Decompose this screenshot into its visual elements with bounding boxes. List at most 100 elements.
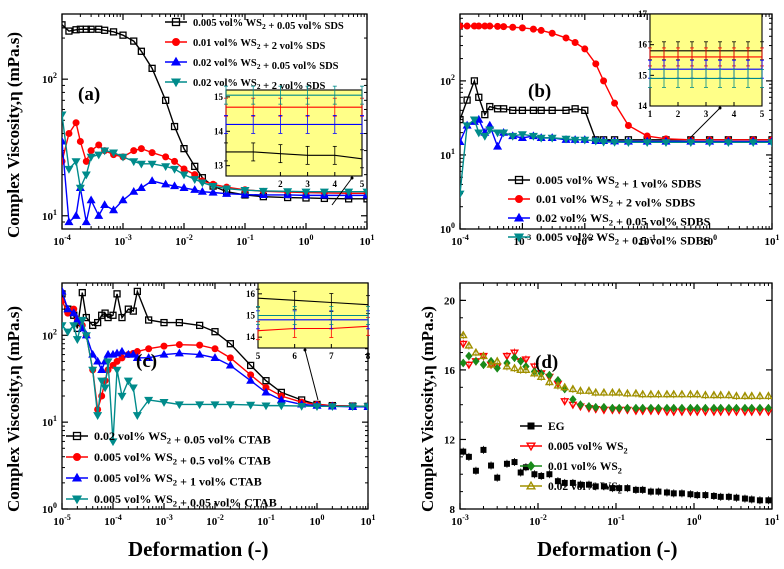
data-point: [655, 488, 662, 495]
data-point: [276, 402, 286, 411]
data-point: [488, 462, 495, 469]
data-point: [646, 389, 656, 398]
data-point: [312, 403, 322, 412]
data-point: [475, 93, 483, 101]
legend-marker: [72, 431, 82, 441]
data-point: [687, 491, 694, 498]
data-point: [76, 137, 84, 145]
data-point: [493, 141, 503, 150]
inset-x-tick-label: 6: [292, 351, 297, 361]
data-point: [108, 438, 118, 447]
data-point: [669, 389, 679, 398]
data-point: [570, 136, 580, 145]
data-point: [211, 328, 219, 336]
data-point: [576, 400, 585, 410]
inset-x-tick-label: 3: [704, 109, 709, 119]
data-point: [509, 23, 517, 31]
series-group: [460, 22, 772, 199]
legend-label: 0.005 vol% WS2: [548, 441, 628, 455]
x-tick-label: 10-4: [53, 233, 71, 248]
data-point: [81, 332, 91, 340]
data-point: [518, 106, 527, 115]
data-point: [460, 22, 464, 30]
data-point: [162, 153, 170, 161]
data-point: [480, 132, 490, 141]
data-point: [464, 340, 474, 349]
data-point: [614, 387, 624, 396]
data-point: [246, 376, 256, 384]
data-point: [677, 389, 687, 398]
data-point: [261, 387, 271, 396]
data-point: [72, 26, 80, 34]
data-point: [460, 330, 468, 339]
data-point: [75, 184, 85, 193]
inset-y-tick-label: 14: [214, 126, 224, 136]
inset-x-tick-label: 2: [278, 179, 283, 189]
data-point: [174, 401, 184, 410]
data-point: [81, 217, 91, 226]
data-point: [486, 22, 494, 30]
data-point: [118, 153, 128, 162]
legend-label: EG: [548, 421, 565, 433]
inset-x-tick-label: 8: [366, 351, 371, 361]
data-point: [86, 153, 96, 162]
data-point: [741, 403, 749, 413]
data-point: [607, 387, 617, 396]
data-point: [537, 106, 545, 115]
data-point: [197, 187, 207, 195]
data-point: [528, 132, 538, 141]
y-tick-label: 20: [444, 295, 456, 307]
legend-label: 0.005 vol% WS2 + 1 vol% CTAB: [94, 471, 262, 489]
data-point: [465, 351, 473, 361]
x-tick-label: 10-3: [114, 233, 132, 248]
data-point: [100, 200, 110, 209]
data-point: [537, 26, 545, 34]
data-point: [741, 495, 748, 502]
data-point: [632, 486, 639, 493]
data-point: [733, 494, 740, 501]
data-point: [485, 126, 495, 135]
data-point: [748, 496, 755, 503]
data-point: [692, 389, 702, 398]
data-point: [717, 403, 725, 413]
data-point: [710, 403, 718, 413]
data-point: [276, 395, 286, 404]
data-point: [103, 349, 113, 358]
chart-panel-4: 10-3 10-2 10-1 100 101 8 12 16 20 (d) EG 0.005 vol%…: [444, 282, 780, 528]
legend-label: 0.02 vol% WS2 + 0.05 vol% CTAB: [94, 429, 271, 447]
data-point: [109, 149, 119, 158]
data-point: [348, 403, 358, 412]
data-point: [136, 160, 146, 169]
y-tick-label: 12: [444, 434, 456, 446]
data-point: [522, 464, 529, 471]
data-point: [472, 356, 480, 366]
data-point: [592, 60, 600, 68]
data-point: [297, 403, 307, 411]
x-tick-label: 10-1: [607, 513, 625, 528]
data-point: [180, 144, 188, 153]
inset-y-tick-label: 17: [638, 9, 648, 19]
data-point: [560, 382, 570, 391]
data-point: [136, 183, 146, 191]
data-point: [686, 403, 695, 413]
data-point: [100, 147, 110, 156]
data-point: [161, 96, 170, 104]
data-point: [610, 139, 620, 147]
data-point: [568, 384, 578, 393]
data-point: [763, 391, 772, 400]
data-point: [499, 105, 508, 113]
y-tick-label: 101: [440, 147, 455, 162]
x-axis-label-left: Deformation (-): [128, 537, 269, 561]
data-point: [69, 308, 79, 317]
data-point: [724, 390, 734, 399]
legend-marker: [513, 212, 525, 222]
data-point: [460, 340, 468, 349]
data-point: [118, 195, 128, 204]
data-point: [546, 471, 553, 478]
data-point: [170, 181, 180, 190]
data-point: [623, 139, 633, 148]
data-point: [123, 377, 133, 386]
data-point: [71, 211, 81, 219]
y-tick-label: 8: [450, 504, 456, 516]
inset-y-tick-label: 15: [246, 311, 256, 321]
